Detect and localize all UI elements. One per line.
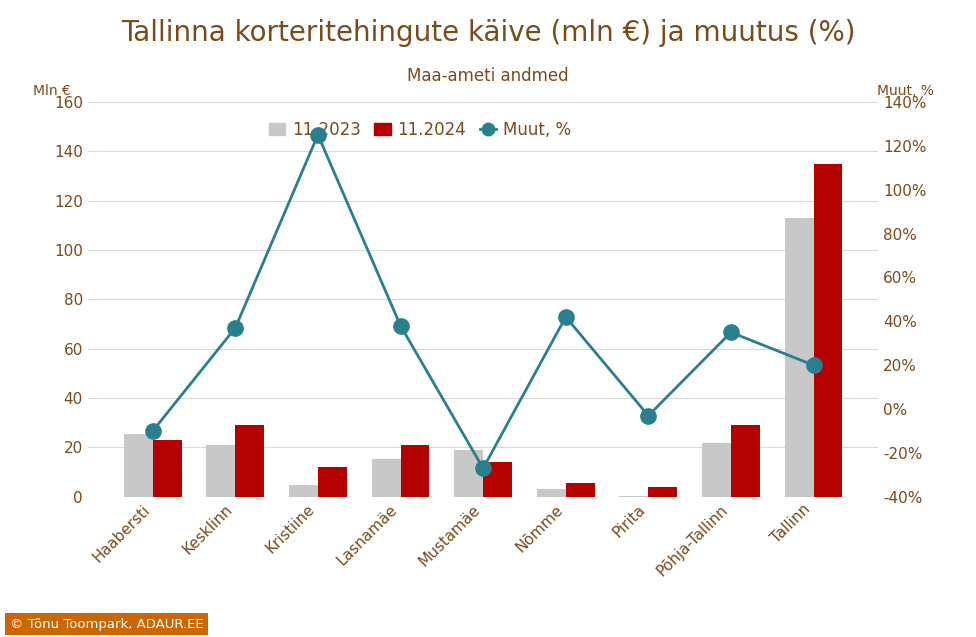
Text: © Tõnu Toompark, ADAUR.EE: © Tõnu Toompark, ADAUR.EE [10,618,203,631]
Bar [537,489,566,497]
Bar [206,445,235,497]
Text: Mln €: Mln € [32,84,70,98]
Bar [814,164,842,497]
Bar [372,459,400,497]
Bar [454,450,483,497]
Bar [235,426,264,497]
Bar [124,434,152,497]
Bar [318,468,346,497]
Bar [731,426,760,497]
Bar [483,462,512,497]
Bar [400,445,429,497]
Bar [289,485,318,497]
Text: Maa-ameti andmed: Maa-ameti andmed [407,67,569,85]
Bar [648,487,677,497]
Bar [152,440,182,497]
Bar [785,218,814,497]
Bar [566,483,594,497]
Bar [702,443,731,497]
Bar [620,496,648,497]
Legend: 11.2023, 11.2024, Muut, %: 11.2023, 11.2024, Muut, % [262,114,578,145]
Text: Muut, %: Muut, % [876,84,934,98]
Text: Tallinna korteritehingute käive (mln €) ja muutus (%): Tallinna korteritehingute käive (mln €) … [121,19,855,47]
